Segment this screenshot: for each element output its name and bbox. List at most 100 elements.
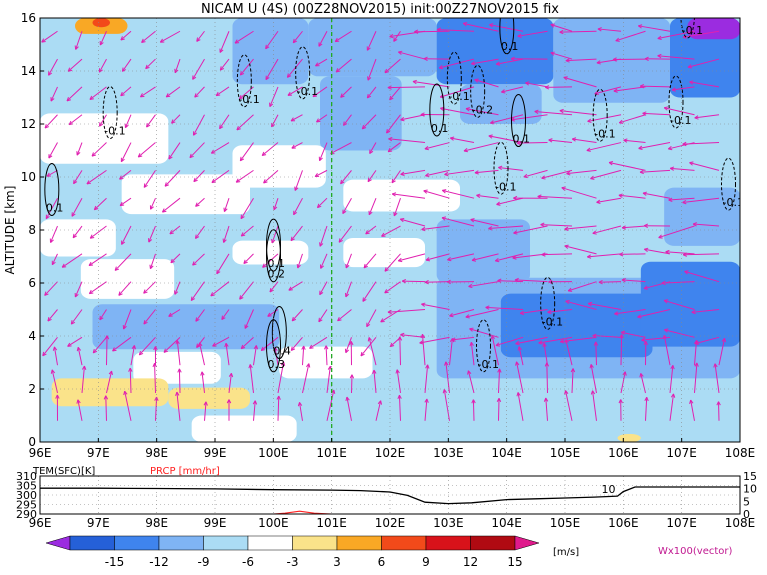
wind-vector-323: [400, 114, 426, 122]
wind-vector-179: [319, 253, 328, 269]
wind-vector-312: [146, 114, 156, 128]
surface-x-tick-label-2: 98E: [145, 516, 168, 530]
x-tick-label-10: 106E: [608, 446, 639, 460]
wind-vector-330: [559, 108, 597, 116]
wind-vector-377: [367, 58, 377, 81]
wind-vector-139: [691, 309, 720, 315]
wind-vector-136: [614, 309, 646, 316]
y-tick-label-4: 8: [28, 223, 36, 237]
wind-vector-224: [45, 197, 58, 220]
colorbar-label-8: 12: [463, 555, 478, 569]
x-tick-label-9: 105E: [550, 446, 581, 460]
wind-vector-80: [643, 341, 648, 366]
wind-vector-56: [52, 346, 58, 366]
wind-vector-385: [550, 51, 573, 60]
wind-vector-414: [559, 29, 597, 35]
wind-vector-250: [668, 197, 695, 202]
wind-vector-134: [565, 299, 597, 310]
wind-vector-145: [174, 281, 181, 295]
y-tick-label-3: 6: [28, 276, 36, 290]
wind-vector-183: [397, 253, 426, 263]
wind-vector-324: [420, 112, 450, 117]
wind-vector-235: [316, 197, 328, 209]
wind-vector-170: [88, 253, 107, 267]
wind-vector-245: [537, 194, 573, 199]
wind-vector-167: [684, 270, 720, 283]
wind-vector-386: [565, 58, 597, 63]
y-tick-label-6: 12: [21, 117, 36, 131]
wind-vector-161: [548, 279, 573, 284]
colorbar-swatch-7: [381, 535, 427, 551]
wind-vector-220: [621, 225, 646, 230]
wind-vector-372: [239, 58, 254, 76]
wind-vector-192: [619, 252, 646, 257]
shaded-region-24: [436, 219, 530, 283]
wind-vector-400: [234, 30, 254, 44]
wind-vector-1: [76, 399, 83, 421]
surface-x-ticks: 96E 97E 98E 99E 100E 101E 102E 103E 104E 105E 106E…: [29, 516, 756, 530]
wind-vector-164: [621, 277, 646, 283]
wind-vector-155: [401, 278, 426, 284]
wind-vector-362: [671, 86, 695, 92]
wind-vector-130: [465, 309, 499, 319]
wind-vector-204: [240, 225, 254, 237]
surface-panel: TEM(SFC)[K] PRCP [mm/hr] 310305300295290…: [16, 466, 757, 530]
wind-vector-398: [196, 30, 205, 42]
wind-vector-242: [476, 193, 499, 199]
wind-vector-64: [253, 345, 259, 366]
wind-vector-29: [81, 365, 87, 394]
wind-vector-391: [687, 58, 720, 69]
wind-vector-185: [447, 253, 475, 262]
wind-vector-93: [260, 336, 279, 352]
colorbar-swatch-9: [470, 535, 516, 551]
wind-vector-257: [164, 170, 181, 187]
wind-vector-95: [309, 336, 328, 349]
wind-vector-316: [236, 114, 254, 131]
wind-vector-287: [210, 142, 230, 154]
wind-vector-24: [644, 396, 649, 421]
wind-vector-193: [644, 247, 671, 255]
contour-line-17: [266, 319, 281, 373]
wind-vector-281: [76, 142, 83, 156]
colorbar-label-5: 3: [333, 555, 341, 569]
wind-vector-168: [51, 253, 58, 266]
wind-vector-173: [170, 253, 181, 264]
wind-vector-200: [148, 225, 156, 243]
wind-vector-276: [608, 161, 646, 171]
wind-vector-374: [286, 58, 303, 78]
contour-label-0: -0.1: [104, 125, 125, 138]
colorbar-swatch-4: [247, 535, 293, 551]
wind-vector-357: [545, 85, 573, 90]
wind-vector-230: [195, 197, 205, 207]
wind-vector-406: [393, 30, 401, 42]
wind-vector-44: [444, 361, 450, 394]
contour-label-6: -0.1: [448, 90, 469, 103]
wind-vector-239: [391, 192, 426, 199]
wind-vector-343: [215, 86, 230, 97]
wind-vector-212: [421, 225, 450, 232]
shaded-region-23: [92, 304, 280, 350]
wind-vector-321: [361, 114, 377, 130]
shaded-region-21: [279, 346, 373, 379]
wind-vector-417: [638, 24, 671, 32]
wind-vector-379: [398, 50, 426, 60]
wind-vector-334: [663, 106, 695, 116]
contour-label-18: -0.1: [542, 315, 563, 328]
wind-vector-26: [689, 399, 695, 421]
contour-label-11: -0.1: [670, 114, 691, 127]
contour-label-10: -0.1: [594, 127, 615, 140]
wind-vector-18: [496, 397, 502, 421]
wind-vector-50: [589, 364, 597, 394]
wind-vector-13: [375, 400, 383, 421]
wind-vector-360: [613, 86, 646, 93]
contour-labels: -0.1-0.1-0.10.10.10.1-0.1-0.20.1-0.1-0.1…: [44, 18, 740, 373]
contour-line-6: [446, 51, 462, 105]
x-tick-label-4: 100E: [258, 446, 289, 460]
contour-line-3: [44, 162, 60, 216]
wind-vector-53: [669, 365, 675, 394]
wind-vector-172: [149, 253, 156, 270]
wind-vector-148: [239, 281, 254, 300]
wind-vector-174: [192, 253, 205, 266]
wind-vector-89: [163, 336, 181, 353]
wind-vector-175: [216, 253, 230, 275]
